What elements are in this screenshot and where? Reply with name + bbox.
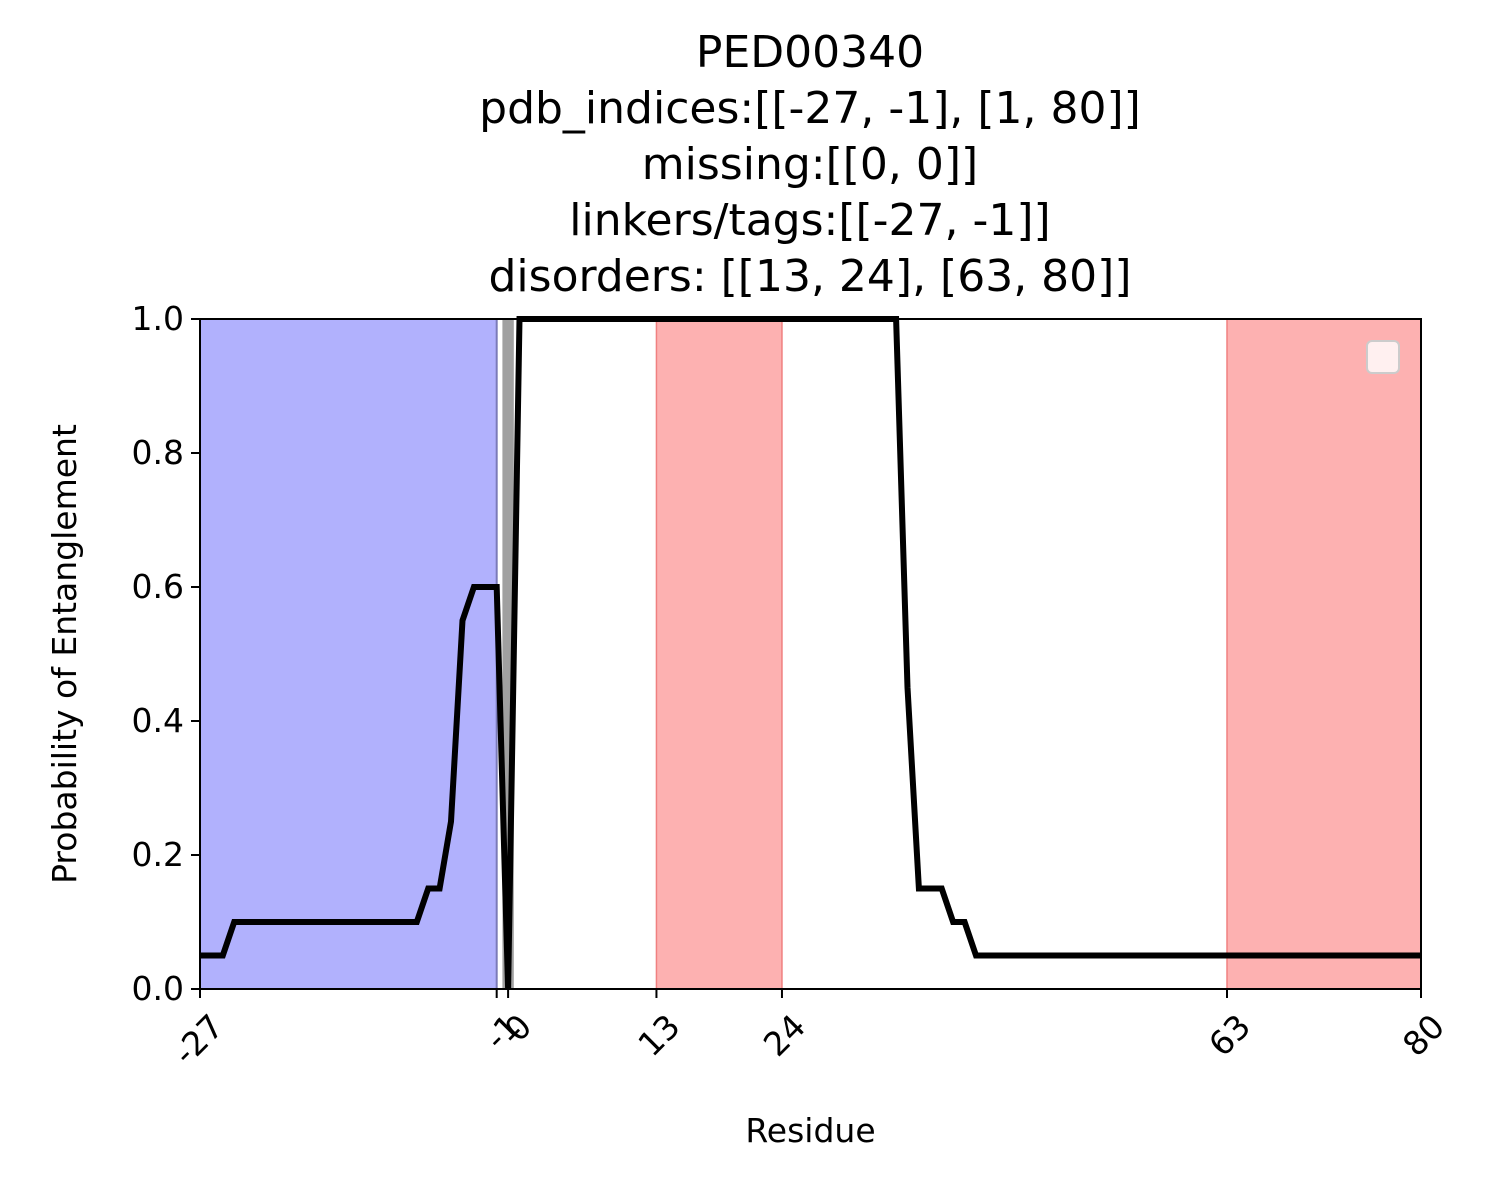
y-tick-label: 0.6 xyxy=(132,567,184,606)
y-axis-label: Probability of Entanglement xyxy=(45,424,84,884)
x-tick-label: 24 xyxy=(756,1007,813,1064)
shaded-regions xyxy=(200,319,1422,989)
linker-band xyxy=(200,319,497,989)
x-tick-label: 63 xyxy=(1201,1007,1258,1064)
y-tick-label: 0.4 xyxy=(132,701,184,740)
y-tick-label: 0.0 xyxy=(132,969,184,1008)
title-line: PED00340 xyxy=(696,27,924,78)
disorder-band xyxy=(656,319,782,989)
x-tick-label: -27 xyxy=(165,1007,231,1073)
y-axis: 0.0 0.2 0.4 0.6 0.8 1.0 xyxy=(132,299,200,1008)
disorder-band xyxy=(1227,319,1421,989)
x-axis-label: Residue xyxy=(745,1111,875,1150)
x-tick-label: 80 xyxy=(1395,1007,1452,1064)
y-tick-label: 0.2 xyxy=(132,835,184,874)
title-line: linkers/tags:[[-27, -1]] xyxy=(569,195,1050,246)
x-axis: -27 -10 13 24 63 80 xyxy=(165,989,1452,1072)
legend-box xyxy=(1366,340,1400,374)
title-line: pdb_indices:[[-27, -1], [1, 80]] xyxy=(479,83,1141,134)
plot-frame xyxy=(199,318,1422,990)
x-tick-label: 13 xyxy=(630,1007,687,1064)
y-tick-label: 1.0 xyxy=(132,299,184,338)
title-line: disorders: [[13, 24], [63, 80]] xyxy=(488,251,1131,302)
legend xyxy=(1366,340,1400,374)
title-line: missing:[[0, 0]] xyxy=(642,139,978,190)
y-tick-label: 0.8 xyxy=(132,433,184,472)
missing-band xyxy=(502,319,514,989)
